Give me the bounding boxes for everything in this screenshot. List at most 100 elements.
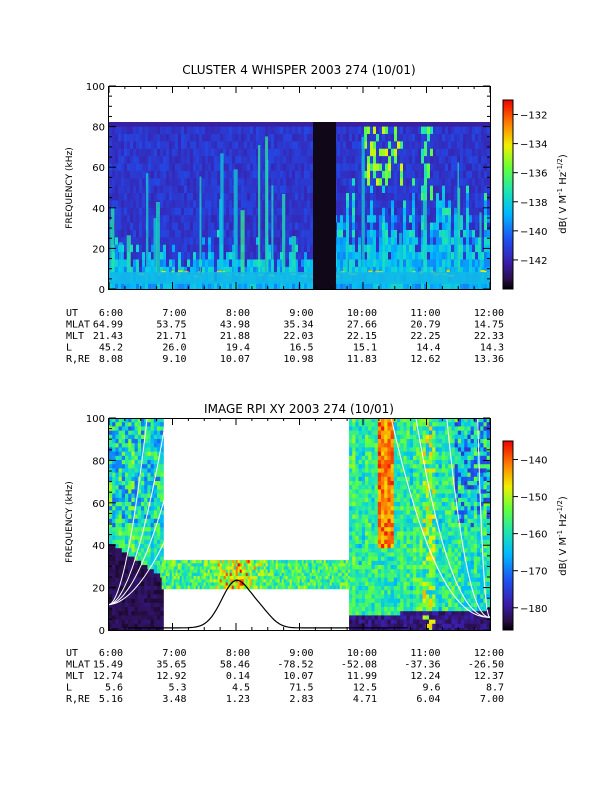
panel2-cell [403, 540, 407, 545]
panel2-cell [112, 615, 116, 620]
panel1-cell [382, 156, 385, 164]
panel2-cell [381, 422, 385, 427]
panel2-cell [115, 561, 119, 566]
panel1-cell [484, 193, 487, 201]
panel1-cell [397, 141, 400, 149]
panel2-cell [400, 452, 404, 457]
panel2-cell [147, 578, 151, 583]
panel1-cell [268, 171, 271, 179]
panel1-cell [202, 149, 205, 157]
panel2-cell [119, 464, 123, 469]
panel2-cell [138, 439, 142, 444]
panel1-cell [388, 171, 391, 179]
panel2-cell [112, 531, 116, 536]
panel2-cell [407, 607, 411, 612]
panel2-cell [151, 544, 155, 549]
panel2-cell [381, 594, 385, 599]
panel2-cell [381, 515, 385, 520]
panel1-cell [253, 178, 256, 186]
panel1-cell [292, 193, 295, 201]
panel1-cell [175, 200, 178, 208]
panel1-cell [433, 259, 436, 267]
panel1-cell [292, 223, 295, 231]
panel1-cell [466, 149, 469, 157]
panel1-cell [376, 259, 379, 267]
panel1-cell [370, 252, 373, 260]
panel2-cell [112, 536, 116, 541]
panel2-cell [131, 502, 135, 507]
panel2-cell [352, 603, 356, 608]
panel2-cell [147, 611, 151, 616]
panel1-cell [115, 141, 118, 149]
panel2-cell [416, 569, 420, 574]
panel1-cell [310, 252, 313, 260]
panel1-cell [310, 127, 313, 135]
panel2-cell [378, 565, 382, 570]
panel2-cell [381, 481, 385, 486]
panel1-cell [274, 164, 277, 172]
panel1-cell [226, 237, 229, 245]
panel1-cell [214, 178, 217, 186]
panel2-cell [381, 519, 385, 524]
panel1-cell [337, 252, 340, 260]
panel2-cell [352, 489, 356, 494]
panel1-cell [226, 215, 229, 223]
panel1-cell [262, 141, 265, 149]
panel2-cell [391, 527, 395, 532]
panel1-cell [403, 215, 406, 223]
panel2-cell [394, 456, 398, 461]
panel1-cell [148, 252, 151, 260]
panel1-cell [463, 208, 466, 216]
panel1-cell [409, 127, 412, 135]
panel1-cell [403, 149, 406, 157]
panel1-cell [190, 134, 193, 142]
panel2-cell [135, 594, 139, 599]
panel2-cell [365, 590, 369, 595]
panel1-cell [481, 134, 484, 142]
panel2-cell [413, 552, 417, 557]
panel1-cell [307, 223, 310, 231]
panel1-streak [271, 185, 273, 273]
panel2-cell [112, 544, 116, 549]
panel1-cell [304, 223, 307, 231]
panel2-cell [375, 607, 379, 612]
panel1-cell [403, 208, 406, 216]
panel2-cell [391, 485, 395, 490]
panel1-cell [193, 193, 196, 201]
panel2-cell [157, 561, 161, 566]
panel2-cell [387, 615, 391, 620]
panel2-cell [352, 464, 356, 469]
panel2-cell [125, 531, 129, 536]
panel1-cell [442, 223, 445, 231]
panel1-cell [253, 223, 256, 231]
panel2-cell [355, 557, 359, 562]
panel2-cell [378, 515, 382, 520]
panel2-cell [400, 506, 404, 511]
panel1-cell [250, 186, 253, 194]
panel1-cell [247, 200, 250, 208]
panel1-cell [274, 156, 277, 164]
panel1-cell [262, 149, 265, 157]
panel2-cell [131, 468, 135, 473]
panel1-cell [415, 193, 418, 201]
panel1-cell [127, 200, 130, 208]
panel2-cell [151, 426, 155, 431]
panel2-cell [119, 489, 123, 494]
panel1-ephem-value: 22.33 [474, 331, 504, 342]
panel2-cell [368, 531, 372, 536]
panel2-cell [400, 485, 404, 490]
panel1-cell [484, 200, 487, 208]
panel1-cell [385, 223, 388, 231]
panel1-cell [409, 134, 412, 142]
panel1-cell [127, 208, 130, 216]
panel1-cell [379, 245, 382, 253]
panel2-cell [138, 435, 142, 440]
panel2-cell [160, 460, 164, 465]
panel1-cell [406, 223, 409, 231]
panel2-cell [375, 590, 379, 595]
panel2-cell [394, 473, 398, 478]
panel1-cell [349, 215, 352, 223]
panel2-cell [122, 447, 126, 452]
panel1-cell [415, 149, 418, 157]
panel1-cell [346, 178, 349, 186]
